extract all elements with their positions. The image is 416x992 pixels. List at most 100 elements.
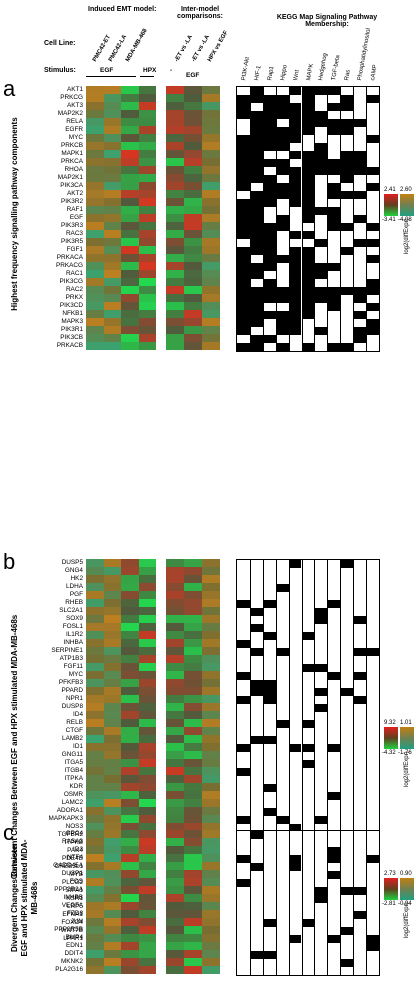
- heatmap-cell: [121, 815, 139, 823]
- kegg-membership-cell: [262, 175, 276, 183]
- heatmap-cell: [138, 631, 156, 639]
- kegg-membership-cell: [249, 87, 263, 95]
- heatmap-cell: [138, 647, 156, 655]
- kegg-membership-cell: [262, 103, 276, 111]
- kegg-membership-cell: [327, 600, 341, 608]
- kegg-membership-cell: [314, 167, 328, 175]
- heatmap-cell: [166, 958, 184, 966]
- heatmap-cell: [86, 886, 104, 894]
- heatmap-cell: [202, 830, 220, 838]
- heatmap-cell: [202, 246, 220, 254]
- kegg-membership-cell: [288, 231, 302, 239]
- kegg-membership-cell: [353, 616, 366, 624]
- heatmap-cell: [166, 647, 184, 655]
- inter-model-header: Inter-model comparisons:: [177, 6, 223, 20]
- heatmap-cell: [202, 663, 220, 671]
- kegg-membership-cell: [237, 271, 250, 279]
- heatmap-cell: [202, 254, 220, 262]
- heatmap-cell: [121, 126, 139, 134]
- gene-label: PRKACA: [56, 254, 83, 261]
- heatmap-cell: [138, 326, 156, 334]
- gene-label: LAMB2: [62, 735, 83, 742]
- kegg-membership-cell: [288, 167, 302, 175]
- heatmap-cell: [103, 246, 121, 254]
- kegg-membership-cell: [327, 207, 341, 215]
- kegg-membership-cell: [327, 287, 341, 295]
- heatmap-cell: [166, 583, 184, 591]
- kegg-membership-cell: [314, 287, 328, 295]
- kegg-membership-cell: [327, 295, 341, 303]
- kegg-divider: [327, 560, 329, 944]
- heatmap-cell: [121, 807, 139, 815]
- kegg-membership-cell: [353, 295, 366, 303]
- heatmap-cell: [103, 174, 121, 182]
- heatmap-cell: [103, 310, 121, 318]
- heatmap-cell: [121, 206, 139, 214]
- heatmap-cell: [184, 870, 202, 878]
- kegg-membership-cell: [262, 311, 276, 319]
- kegg-membership-cell: [275, 311, 289, 319]
- heatmap-cell: [121, 703, 139, 711]
- heatmap-cell: [86, 910, 104, 918]
- kegg-membership-cell: [262, 919, 276, 927]
- gene-label: VEGFA: [61, 902, 83, 909]
- heatmap-cell: [202, 647, 220, 655]
- gene-label: PRKCB: [60, 142, 83, 149]
- gene-label: PRKCG: [60, 94, 83, 101]
- kegg-membership-cell: [237, 135, 250, 143]
- gene-label: ID3: [73, 846, 83, 853]
- heatmap-cell: [166, 334, 184, 342]
- kegg-membership-cell: [327, 167, 341, 175]
- heatmap-cell: [166, 823, 184, 831]
- pathway-header: Hippo: [279, 64, 289, 82]
- heatmap-cell: [86, 862, 104, 870]
- kegg-membership-cell: [288, 824, 302, 832]
- kegg-membership-cell: [262, 255, 276, 263]
- kegg-membership-cell: [249, 343, 263, 351]
- kegg-membership-cell: [275, 223, 289, 231]
- kegg-membership-cell: [314, 616, 328, 624]
- heatmap-cell: [166, 791, 184, 799]
- kegg-membership-cell: [237, 223, 250, 231]
- heatmap-cell: [166, 118, 184, 126]
- gene-label: LDHA: [65, 583, 83, 590]
- legend-value: 2.60: [400, 187, 412, 193]
- heatmap-cell: [184, 615, 202, 623]
- heatmap-cell: [202, 918, 220, 926]
- gene-label: CREB3L1: [54, 863, 83, 870]
- heatmap-cell: [184, 807, 202, 815]
- heatmap-cell: [103, 727, 121, 735]
- kegg-membership-cell: [237, 231, 250, 239]
- heatmap-cell: [121, 934, 139, 942]
- kegg-membership-cell: [314, 688, 328, 696]
- heatmap-cell: [184, 583, 202, 591]
- heatmap-cell: [184, 599, 202, 607]
- kegg-membership-cell: [249, 167, 263, 175]
- kegg-membership-cell: [314, 887, 328, 895]
- gene-label-column: GPC4 RASA3 ID3 NTF4 GADD45A DUSP1 FOS PPP2R2A IN…: [0, 830, 83, 974]
- heatmap-cell: [166, 886, 184, 894]
- pathway-header: HIF-1: [253, 65, 263, 82]
- heatmap-cell: [86, 150, 104, 158]
- heatmap-cell: [103, 743, 121, 751]
- kegg-membership-cell: [237, 255, 250, 263]
- heatmap-cell: [86, 687, 104, 695]
- heatmap-cell: [166, 214, 184, 222]
- kegg-membership-cell: [288, 191, 302, 199]
- heatmap-cell: [86, 751, 104, 759]
- heatmap-cell: [202, 886, 220, 894]
- heatmap-cell: [184, 110, 202, 118]
- heatmap-cell: [121, 910, 139, 918]
- heatmap-cell: [86, 926, 104, 934]
- gene-label: PRKACG: [56, 262, 83, 269]
- heatmap-cell: [121, 326, 139, 334]
- heatmap-cell: [86, 743, 104, 751]
- heatmap-cell: [103, 559, 121, 567]
- heatmap-cell: [103, 182, 121, 190]
- kegg-divider: [301, 831, 303, 975]
- heatmap-cell: [166, 639, 184, 647]
- kegg-membership-cell: [262, 143, 276, 151]
- heatmap-cell: [184, 679, 202, 687]
- heatmap-cell: [86, 735, 104, 743]
- heatmap-cell: [166, 158, 184, 166]
